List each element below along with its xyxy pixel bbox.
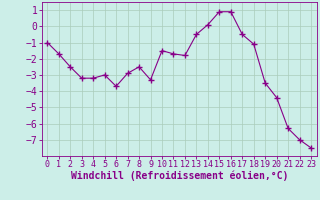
X-axis label: Windchill (Refroidissement éolien,°C): Windchill (Refroidissement éolien,°C) xyxy=(70,171,288,181)
